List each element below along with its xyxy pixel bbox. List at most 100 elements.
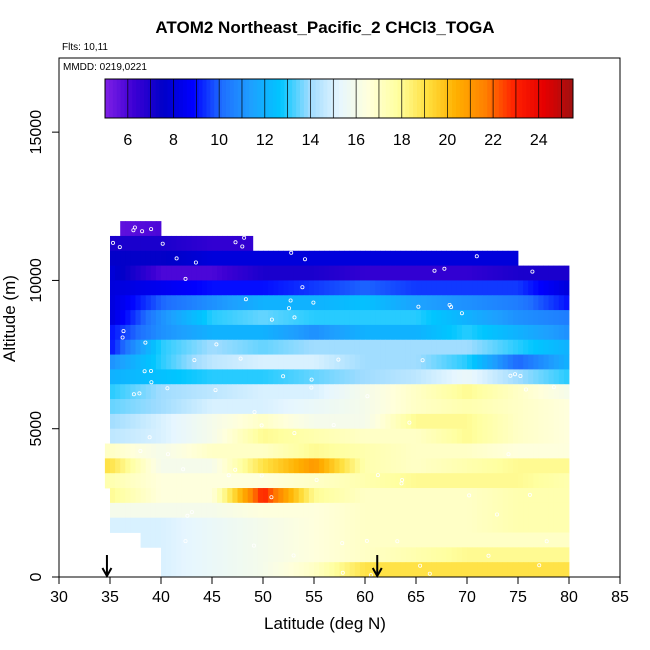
heatmap-cell	[533, 547, 539, 563]
heatmap-cell	[201, 265, 208, 281]
heatmap-cell	[130, 399, 136, 415]
heatmap-cell	[446, 502, 453, 519]
colorbar-segment	[268, 79, 274, 118]
heatmap-cell	[456, 488, 463, 504]
heatmap-cell	[416, 517, 422, 533]
sample-marker	[165, 452, 170, 457]
sample-marker	[226, 473, 231, 478]
heatmap-cell	[206, 428, 213, 444]
heatmap-cell	[375, 339, 381, 355]
colorbar-segment	[105, 79, 110, 118]
colorbar-segment	[179, 79, 184, 118]
heatmap-cell	[232, 413, 238, 430]
heatmap-cell	[548, 339, 555, 355]
heatmap-cell	[518, 532, 524, 548]
heatmap-cell	[395, 339, 402, 355]
heatmap-cell	[528, 339, 534, 355]
heatmap-cell	[441, 280, 447, 296]
heatmap-cell	[528, 399, 534, 415]
heatmap-cell	[543, 280, 549, 296]
heatmap-cell	[201, 339, 208, 355]
heatmap-cell	[487, 354, 493, 370]
heatmap-cell	[563, 532, 570, 548]
heatmap-cell	[140, 295, 147, 311]
sample-marker	[111, 240, 116, 245]
heatmap-cell	[293, 280, 300, 296]
heatmap-cell	[370, 295, 376, 311]
heatmap-cell	[161, 532, 167, 548]
heatmap-cell	[467, 265, 473, 281]
heatmap-cell	[395, 413, 402, 430]
heatmap-cell	[543, 428, 549, 444]
heatmap-cell	[120, 280, 126, 296]
heatmap-cell	[472, 369, 478, 385]
heatmap-cell	[451, 547, 458, 563]
heatmap-cell	[176, 324, 182, 341]
heatmap-cell	[477, 547, 483, 563]
heatmap-cell	[507, 547, 514, 563]
heatmap-cell	[421, 250, 427, 266]
heatmap-cell	[472, 562, 478, 578]
heatmap-cell	[268, 443, 274, 459]
heatmap-cell	[242, 443, 249, 459]
heatmap-cell	[538, 399, 544, 415]
heatmap-cell	[390, 458, 396, 474]
heatmap-cell	[375, 280, 381, 296]
heatmap-cell	[166, 517, 172, 533]
heatmap-cell	[273, 532, 279, 548]
heatmap-cell	[553, 384, 560, 400]
heatmap-cell	[426, 354, 432, 370]
heatmap-cell	[456, 250, 463, 266]
heatmap-cell	[400, 310, 407, 326]
heatmap-cell	[477, 295, 483, 311]
heatmap-cell	[446, 517, 453, 533]
heatmap-cell	[426, 428, 432, 444]
heatmap-cell	[217, 458, 223, 474]
heatmap-cell	[319, 339, 325, 355]
heatmap-cell	[512, 295, 519, 311]
colorbar-segment	[218, 79, 223, 118]
heatmap-cell	[461, 488, 468, 504]
heatmap-cell	[227, 532, 233, 548]
heatmap-cell	[456, 324, 463, 341]
heatmap-cell	[268, 473, 274, 489]
heatmap-cell	[140, 488, 147, 504]
heatmap-cell	[155, 532, 162, 548]
heatmap-cell	[416, 547, 422, 563]
heatmap-cell	[528, 324, 534, 341]
heatmap-cell	[446, 532, 453, 548]
heatmap-cell	[181, 250, 187, 266]
sample-marker	[192, 358, 197, 363]
heatmap-cell	[181, 324, 187, 341]
heatmap-cell	[548, 324, 555, 341]
heatmap-cell	[308, 562, 315, 578]
heatmap-cell	[319, 280, 325, 296]
heatmap-cell	[155, 250, 162, 266]
heatmap-cell	[125, 265, 131, 281]
heatmap-cell	[155, 235, 162, 252]
heatmap-cell	[201, 369, 208, 385]
heatmap-cell	[497, 280, 504, 296]
heatmap-cell	[410, 473, 417, 489]
heatmap-cell	[130, 354, 136, 370]
heatmap-cell	[482, 458, 488, 474]
heatmap-cell	[196, 502, 203, 519]
heatmap-cell	[461, 502, 468, 519]
heatmap-cell	[115, 384, 121, 400]
heatmap-cell	[329, 532, 335, 548]
sample-marker	[132, 225, 137, 230]
colorbar-segment	[112, 79, 118, 118]
heatmap-cell	[365, 428, 371, 444]
heatmap-cell	[431, 354, 437, 370]
heatmap-cell	[512, 413, 519, 430]
colorbar-segment	[436, 79, 441, 118]
heatmap-cell	[252, 517, 259, 533]
heatmap-cell	[140, 428, 147, 444]
heatmap-cell	[533, 532, 539, 548]
sample-marker	[407, 420, 412, 425]
heatmap-cell	[405, 384, 412, 400]
heatmap-cell	[206, 354, 213, 370]
heatmap-cell	[166, 310, 172, 326]
heatmap-cell	[308, 384, 315, 400]
heatmap-cell	[441, 532, 447, 548]
